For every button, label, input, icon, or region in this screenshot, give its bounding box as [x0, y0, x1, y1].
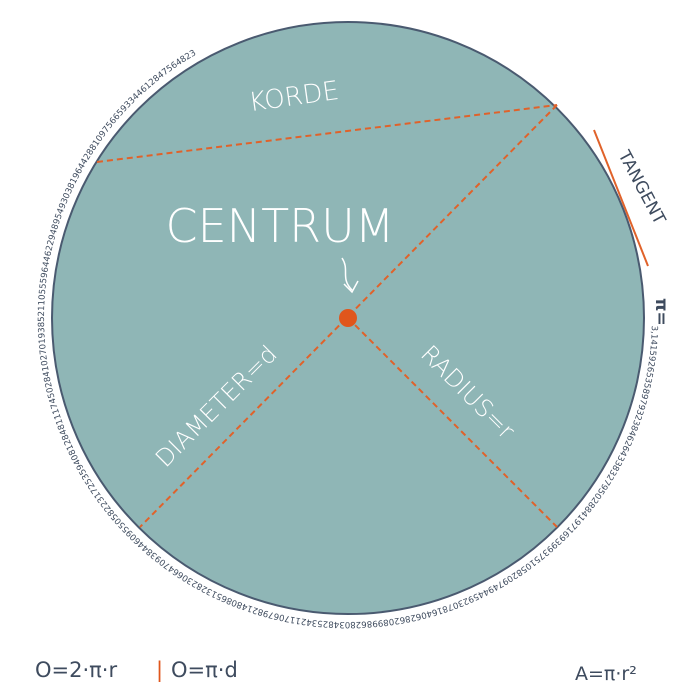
diameter-line — [139, 104, 558, 528]
formula-circumference-r: O=2·π·r — [35, 658, 117, 682]
chord-line — [96, 104, 558, 163]
center-dot — [339, 309, 357, 327]
tangent-line — [593, 129, 649, 267]
formula-circumference-d: O=π·d — [171, 658, 238, 682]
formula-separator: | — [156, 658, 163, 683]
pi-symbol: π= — [651, 298, 671, 326]
center-arrow — [341, 257, 359, 294]
center-label: CENTRUM — [165, 199, 394, 253]
formula-area: A=π·r² — [575, 663, 637, 685]
